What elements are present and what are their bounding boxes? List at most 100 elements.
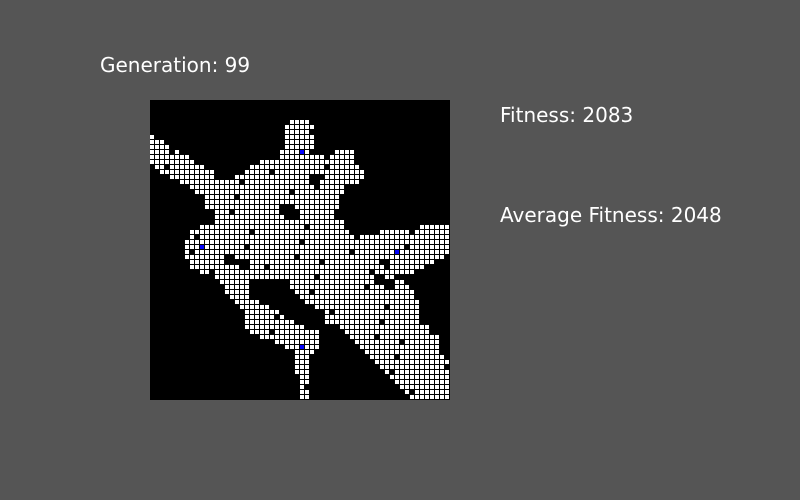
live-cell <box>325 290 329 294</box>
live-cell <box>390 335 394 339</box>
live-cell <box>200 235 204 239</box>
live-cell <box>365 265 369 269</box>
live-cell <box>430 245 434 249</box>
live-cell <box>290 340 294 344</box>
live-cell <box>350 320 354 324</box>
live-cell <box>430 390 434 394</box>
live-cell <box>310 300 314 304</box>
live-cell <box>205 200 209 204</box>
live-cell <box>220 205 224 209</box>
live-cell <box>380 245 384 249</box>
live-cell <box>395 350 399 354</box>
live-cell <box>390 275 394 279</box>
live-cell <box>220 245 224 249</box>
live-cell <box>335 180 339 184</box>
live-cell <box>305 180 309 184</box>
live-cell <box>245 305 249 309</box>
live-cell <box>400 335 404 339</box>
live-cell <box>440 240 444 244</box>
live-cell <box>405 360 409 364</box>
live-cell <box>250 190 254 194</box>
live-cell <box>305 340 309 344</box>
live-cell <box>230 225 234 229</box>
live-cell <box>390 300 394 304</box>
live-cell <box>425 330 429 334</box>
live-cell <box>425 345 429 349</box>
live-cell <box>425 340 429 344</box>
live-cell <box>235 295 239 299</box>
average-fitness-label: Average Fitness: <box>500 203 665 227</box>
cell-grid-board[interactable] <box>150 100 450 400</box>
live-cell <box>435 375 439 379</box>
live-cell <box>330 315 334 319</box>
live-cell <box>305 240 309 244</box>
live-cell <box>225 285 229 289</box>
live-cell <box>310 220 314 224</box>
live-cell <box>390 245 394 249</box>
live-cell <box>305 370 309 374</box>
live-cell <box>280 320 284 324</box>
live-cell <box>380 360 384 364</box>
live-cell <box>310 295 314 299</box>
live-cell <box>250 210 254 214</box>
live-cell <box>195 180 199 184</box>
live-cell <box>310 140 314 144</box>
live-cell <box>265 220 269 224</box>
live-cell <box>335 255 339 259</box>
live-cell <box>245 320 249 324</box>
live-cell <box>325 265 329 269</box>
live-cell <box>260 240 264 244</box>
live-cell <box>405 340 409 344</box>
live-cell <box>300 255 304 259</box>
live-cell <box>375 305 379 309</box>
live-cell <box>420 365 424 369</box>
live-cell <box>310 225 314 229</box>
live-cell <box>290 225 294 229</box>
live-cell <box>355 175 359 179</box>
live-cell <box>360 285 364 289</box>
live-cell <box>295 120 299 124</box>
live-cell <box>250 225 254 229</box>
live-cell <box>410 290 414 294</box>
live-cell <box>400 265 404 269</box>
live-cell <box>425 260 429 264</box>
live-cell <box>205 245 209 249</box>
live-cell <box>340 280 344 284</box>
live-cell <box>265 230 269 234</box>
live-cell <box>300 160 304 164</box>
live-cell <box>250 255 254 259</box>
fitness-readout: Fitness: 2083 <box>500 105 633 125</box>
live-cell <box>370 345 374 349</box>
live-cell <box>440 250 444 254</box>
live-cell <box>285 240 289 244</box>
live-cell <box>165 155 169 159</box>
live-cell <box>380 345 384 349</box>
live-cell <box>245 310 249 314</box>
live-cell <box>360 240 364 244</box>
live-cell <box>295 180 299 184</box>
live-cell <box>410 245 414 249</box>
live-cell <box>400 350 404 354</box>
live-cell <box>355 260 359 264</box>
live-cell <box>290 280 294 284</box>
live-cell <box>280 255 284 259</box>
live-cell <box>335 200 339 204</box>
live-cell <box>305 365 309 369</box>
live-cell <box>260 195 264 199</box>
live-cell <box>330 295 334 299</box>
live-cell <box>365 325 369 329</box>
live-cell <box>405 300 409 304</box>
live-cell <box>230 180 234 184</box>
fitness-value: 2083 <box>582 103 634 127</box>
live-cell <box>260 255 264 259</box>
live-cell <box>220 235 224 239</box>
live-cell <box>285 225 289 229</box>
live-cell <box>305 375 309 379</box>
live-cell <box>245 325 249 329</box>
live-cell <box>430 355 434 359</box>
live-cell <box>305 255 309 259</box>
live-cell <box>310 330 314 334</box>
live-cell <box>250 240 254 244</box>
live-cell <box>250 170 254 174</box>
live-cell <box>410 355 414 359</box>
